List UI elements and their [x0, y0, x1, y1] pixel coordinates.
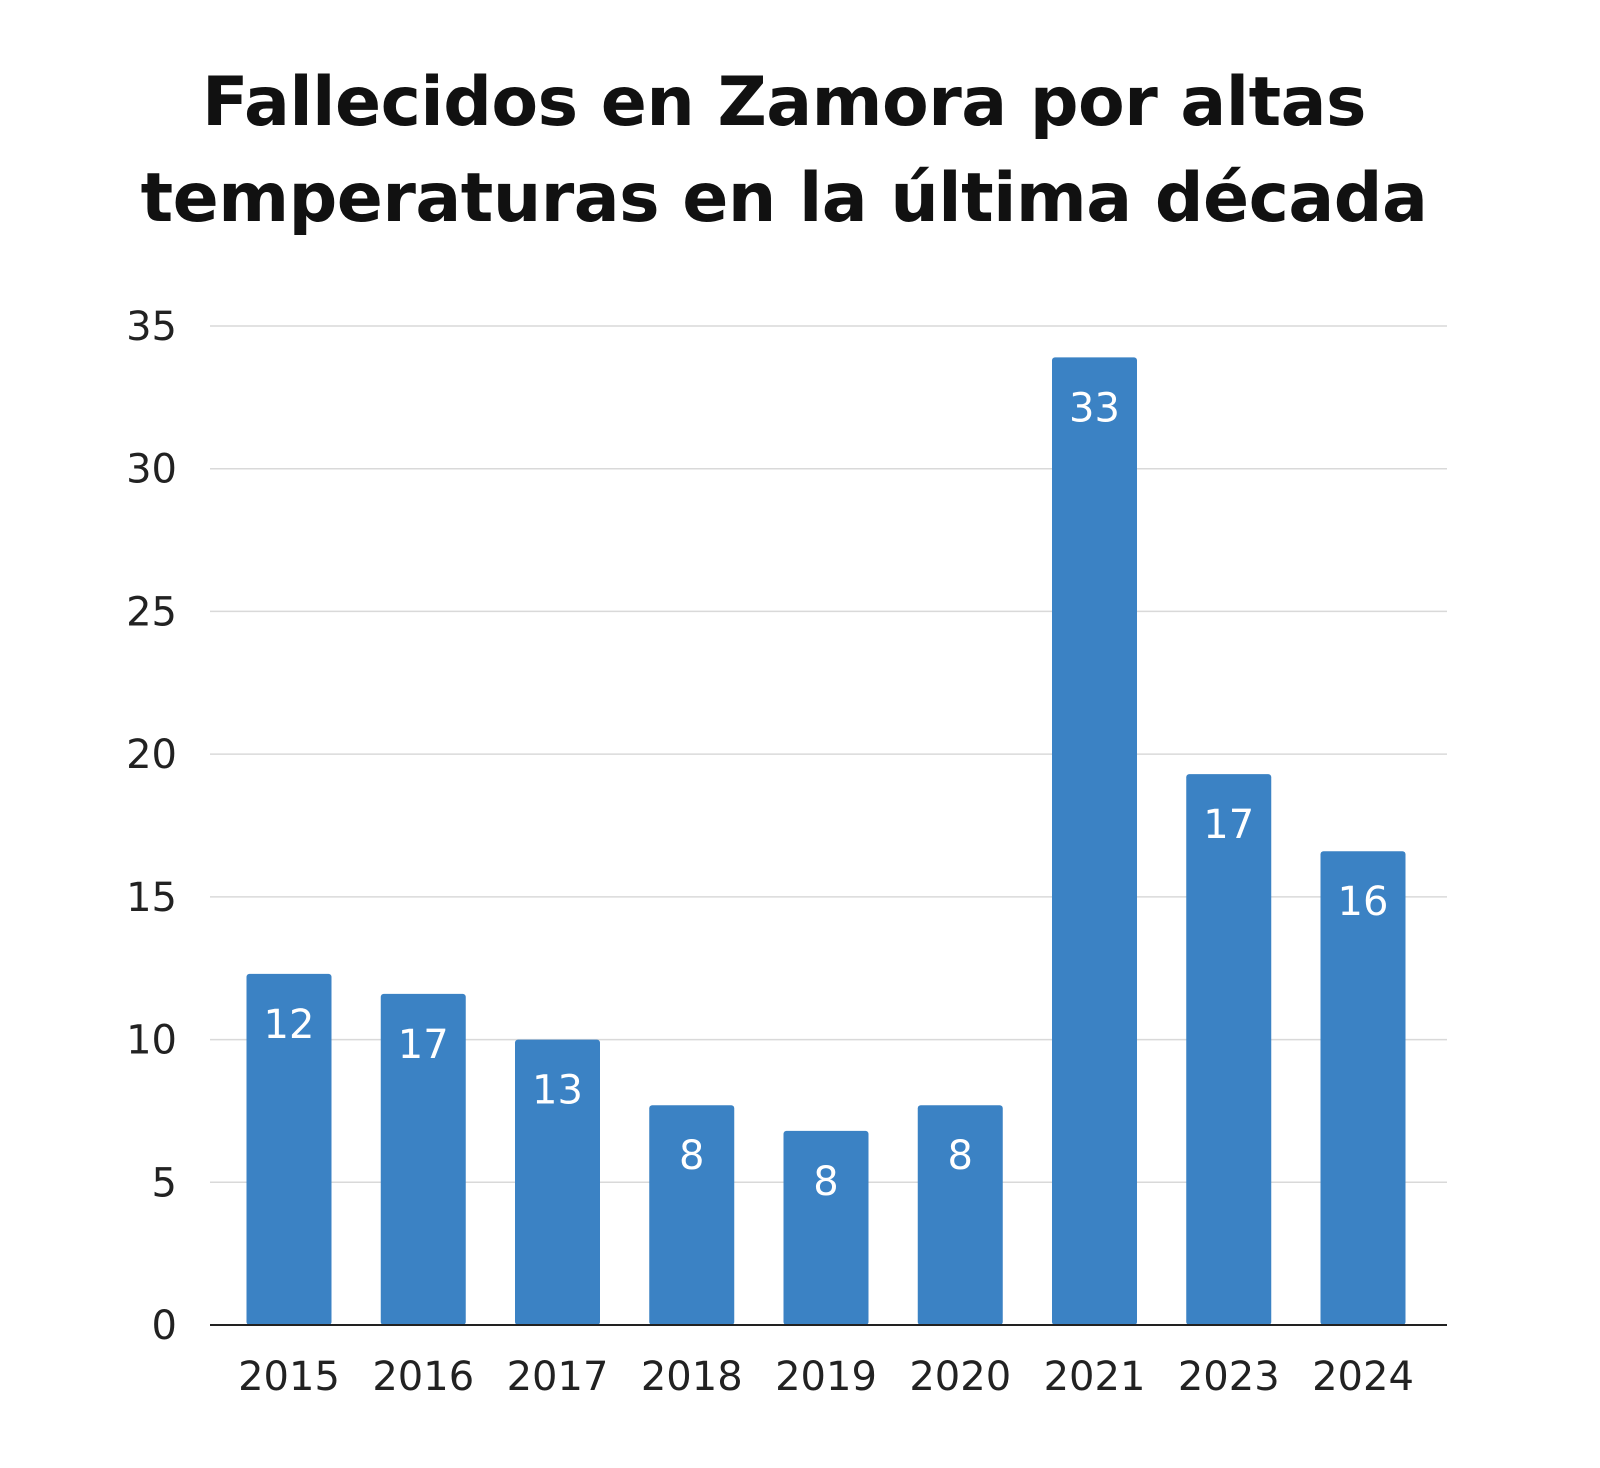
bar-data-label: 17	[1203, 802, 1254, 848]
y-tick-label: 5	[152, 1160, 177, 1206]
x-tick-label: 2019	[775, 1354, 877, 1400]
bar	[649, 1105, 735, 1325]
x-tick-label: 2016	[372, 1354, 474, 1400]
bar	[917, 1105, 1003, 1325]
bar-data-label: 8	[948, 1133, 973, 1179]
bar-data-label: 12	[264, 1002, 315, 1048]
bar-data-label: 8	[813, 1159, 838, 1205]
y-tick-label: 15	[126, 875, 177, 921]
chart-title-line-1: Fallecidos en Zamora por altas	[202, 63, 1366, 142]
bar	[1186, 774, 1272, 1325]
bar-data-label: 17	[398, 1022, 449, 1068]
y-tick-label: 0	[152, 1303, 177, 1349]
y-tick-label: 30	[126, 447, 177, 493]
bar	[1320, 851, 1406, 1325]
x-tick-label: 2021	[1044, 1354, 1146, 1400]
chart-title: Fallecidos en Zamora por altas temperatu…	[0, 55, 1568, 247]
x-tick-label: 2020	[909, 1354, 1011, 1400]
bar	[1052, 357, 1137, 1325]
x-tick-label: 2018	[641, 1354, 743, 1400]
bar	[380, 993, 466, 1325]
bar	[783, 1130, 869, 1325]
bar-data-label: 16	[1338, 879, 1389, 925]
x-tick-label: 2023	[1178, 1354, 1280, 1400]
bar-data-label: 8	[679, 1133, 704, 1179]
y-tick-label: 10	[126, 1018, 177, 1064]
x-tick-label: 2015	[238, 1354, 340, 1400]
bar	[246, 973, 332, 1325]
chart-title-line-2: temperaturas en la última década	[140, 159, 1428, 238]
y-tick-label: 35	[126, 304, 177, 350]
bar-data-label: 33	[1069, 385, 1120, 431]
y-tick-label: 20	[126, 732, 177, 778]
x-tick-label: 2017	[507, 1354, 609, 1400]
bar	[515, 1039, 600, 1325]
y-tick-label: 25	[126, 589, 177, 635]
bar-data-label: 13	[532, 1068, 583, 1114]
x-tick-label: 2024	[1312, 1354, 1414, 1400]
